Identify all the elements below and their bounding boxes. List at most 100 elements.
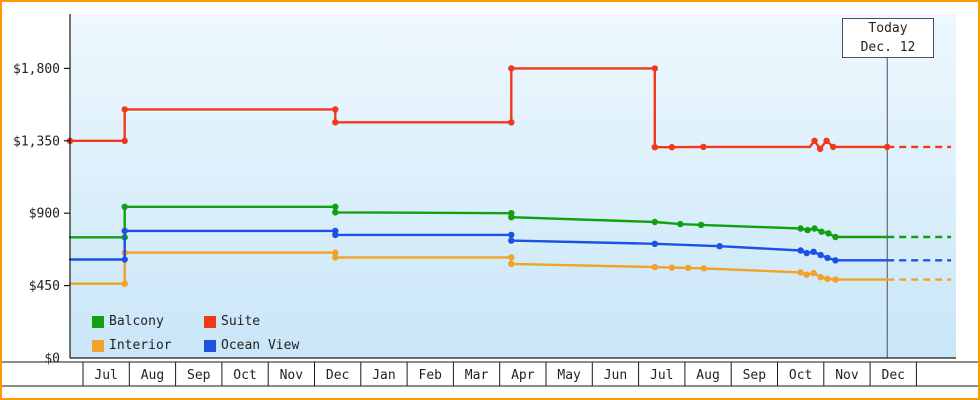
y-tick-label: $0 <box>44 352 60 367</box>
price-point-marker <box>121 256 128 263</box>
price-point-marker <box>684 264 692 272</box>
series-suite <box>66 65 952 152</box>
price-point-marker <box>508 214 515 221</box>
month-label: Feb <box>419 368 443 383</box>
legend-item-balcony: Balcony <box>92 314 204 329</box>
legend-item-suite: Suite <box>204 314 299 329</box>
series-ocean-view <box>68 227 952 264</box>
month-label: Oct <box>789 368 812 383</box>
x-axis-months: Jul Aug Sep Oct Nov Dec Jan Feb Mar Apr May Jun Jul A… <box>2 361 978 387</box>
price-point-marker <box>121 137 128 144</box>
price-point-marker <box>332 231 339 239</box>
chart-legend: Balcony Suite Interior Ocean View <box>92 314 299 353</box>
month-label: Mar <box>465 368 489 383</box>
price-point-marker <box>121 106 128 113</box>
price-point-marker <box>332 209 339 216</box>
price-point-marker <box>332 254 339 261</box>
price-point-marker <box>803 249 810 257</box>
month-label: Sep <box>743 368 767 383</box>
series-balcony <box>68 203 952 241</box>
legend-item-interior: Interior <box>92 338 204 353</box>
legend-label-interior: Interior <box>109 338 172 353</box>
price-point-marker <box>332 106 339 113</box>
price-point-marker <box>797 225 804 232</box>
ocean-view-swatch-icon <box>204 339 216 352</box>
price-point-marker <box>811 225 818 232</box>
price-point-marker <box>508 65 515 72</box>
price-point-marker <box>817 274 824 281</box>
month-label: Apr <box>511 368 535 383</box>
price-point-marker <box>810 269 817 277</box>
legend-label-balcony: Balcony <box>109 314 164 329</box>
month-label: Nov <box>835 368 859 383</box>
price-point-marker <box>332 119 339 126</box>
price-point-marker <box>697 221 705 229</box>
price-point-marker <box>832 257 839 264</box>
today-annotation-title: Today <box>868 21 908 36</box>
price-point-marker <box>651 218 658 226</box>
interior-swatch-icon <box>92 339 104 352</box>
axes <box>69 14 956 359</box>
price-point-marker <box>804 226 811 234</box>
price-point-marker <box>651 263 658 271</box>
month-label: Oct <box>233 368 256 383</box>
price-point-marker <box>797 247 804 254</box>
price-point-marker <box>810 248 817 255</box>
month-label: Aug <box>141 368 164 383</box>
y-tick-label: $1,800 <box>13 62 60 77</box>
price-point-marker <box>508 237 515 244</box>
price-point-marker <box>817 251 824 259</box>
legend-item-ocean-view: Ocean View <box>204 338 299 353</box>
month-label: Jul <box>650 368 673 383</box>
price-point-marker <box>811 137 818 144</box>
price-point-marker <box>884 143 891 151</box>
y-tick-label: $900 <box>29 207 60 222</box>
price-point-marker <box>651 65 658 72</box>
y-axis-labels: $0 $450 $900 $1,350 $1,800 <box>13 62 70 367</box>
month-label: Sep <box>187 368 211 383</box>
price-point-marker <box>668 264 676 271</box>
today-annotation-date: Dec. 12 <box>860 40 916 55</box>
month-label: Dec <box>882 368 905 383</box>
price-point-marker <box>825 230 832 237</box>
price-point-marker <box>121 203 128 210</box>
month-label: Jun <box>604 368 627 383</box>
price-point-marker <box>700 265 708 272</box>
price-point-marker <box>824 254 831 262</box>
price-point-marker <box>829 143 837 151</box>
month-label: Dec <box>326 368 349 383</box>
price-point-marker <box>121 227 128 235</box>
price-point-marker <box>508 254 515 261</box>
month-label: Aug <box>696 368 719 383</box>
price-point-marker <box>668 144 676 151</box>
legend-label-ocean-view: Ocean View <box>221 338 300 353</box>
month-label: May <box>557 368 581 383</box>
y-tick-label: $450 <box>29 279 60 294</box>
price-point-marker <box>797 269 804 276</box>
price-point-marker <box>832 276 839 283</box>
price-point-marker <box>803 271 810 278</box>
price-point-marker <box>700 143 707 151</box>
price-point-marker <box>651 144 658 151</box>
price-point-marker <box>651 240 658 247</box>
price-point-marker <box>832 233 839 241</box>
legend-label-suite: Suite <box>221 314 261 329</box>
price-point-marker <box>677 220 684 228</box>
month-label: Jan <box>372 368 395 383</box>
series-interior <box>68 249 952 287</box>
price-point-marker <box>816 145 824 152</box>
price-point-marker <box>508 231 515 239</box>
price-point-marker <box>823 137 830 144</box>
month-label: Nov <box>280 368 304 383</box>
price-point-marker <box>508 260 515 268</box>
price-point-marker <box>818 228 825 235</box>
price-point-marker <box>716 243 723 250</box>
plot-area <box>70 14 956 358</box>
today-annotation: Today Dec. 12 <box>842 18 934 58</box>
balcony-swatch-icon <box>92 315 104 328</box>
price-point-marker <box>508 119 515 126</box>
y-tick-label: $1,350 <box>13 134 60 149</box>
price-point-marker <box>332 249 339 256</box>
